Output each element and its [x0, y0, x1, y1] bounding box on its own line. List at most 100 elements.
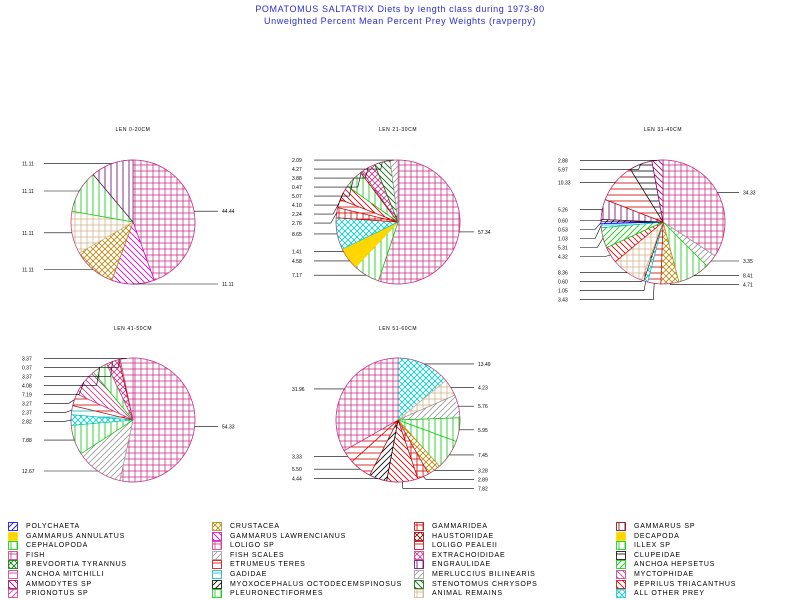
legend-swatch [414, 570, 424, 579]
slice-value-label: 54.33 [222, 425, 235, 431]
slice-value-label: 4.10 [292, 203, 302, 209]
legend-label: GAMMARIDEA [432, 523, 488, 530]
legend-swatch [8, 589, 18, 599]
legend-swatch [414, 550, 424, 560]
legend-label: ENGRAULIDAE [432, 561, 491, 569]
legend-swatch [8, 550, 18, 560]
slice-value-label: 10.33 [558, 180, 571, 186]
legend-swatch [616, 550, 626, 560]
legend-label: GADIDAE [230, 571, 268, 578]
leader-line [580, 281, 646, 292]
legend-swatch [8, 570, 18, 579]
slice-value-label: 57.34 [478, 230, 491, 236]
legend-swatch [8, 522, 18, 531]
slice-value-label: 3.28 [478, 468, 488, 474]
slice-value-label: 34.33 [743, 190, 756, 196]
pie-title: LEN 31-40CM [644, 127, 682, 133]
slice-value-label: 3.37 [22, 356, 32, 362]
legend-swatch [414, 589, 424, 599]
slice-value-label: 2.24 [292, 212, 302, 218]
legend-label: ILLEX SP [634, 542, 671, 550]
leader-line [580, 163, 642, 170]
legend-label: PRIONOTUS SP [26, 590, 89, 598]
legend-swatch [616, 560, 626, 570]
legend-label: STENOTOMUS CHRYSOPS [432, 580, 538, 588]
slice-value-label: 4.32 [558, 255, 568, 261]
slice-value-label: 5.50 [292, 467, 302, 473]
legend-label: PEPRILUS TRIACANTHUS [634, 580, 737, 588]
slice-value-label: 11.11 [22, 267, 34, 273]
slice-value-label: 5.95 [478, 428, 488, 434]
slice-value-label: 8.65 [292, 232, 302, 238]
slice-value-label: 8.36 [558, 271, 568, 277]
legend-label: CRUSTACEA [230, 523, 280, 530]
legend-swatch [8, 560, 18, 570]
legend-swatch [414, 531, 424, 541]
pie-outline [335, 159, 461, 285]
slice-value-label: 1.03 [558, 237, 568, 243]
legend-label: GAMMARUS LAWRENCIANUS [230, 532, 347, 540]
slice-value-label: 11.11 [22, 189, 34, 195]
leader-line [314, 192, 344, 206]
slice-value-label: 7.88 [22, 438, 32, 444]
pie-title: LEN 21-30CM [379, 127, 417, 133]
legend-label: MERLUCCIUS BILINEARIS [432, 571, 536, 578]
slice-value-label: 0.37 [22, 365, 32, 371]
slice-value-label: 8.41 [743, 274, 753, 280]
leader-line [580, 283, 655, 301]
slice-value-label: 5.76 [478, 404, 488, 410]
legend-swatch [8, 531, 18, 541]
slice-value-label: 11.11 [22, 231, 34, 237]
legend-swatch [414, 560, 424, 570]
legend-label: ANIMAL REMAINS [432, 590, 503, 598]
leader-line [314, 212, 337, 224]
slice-value-label: 4.23 [478, 386, 488, 392]
legend-label: BREVOORTIA TYRANNUS [26, 561, 127, 569]
legend-swatch [8, 579, 18, 589]
slice-value-label: 0.53 [558, 228, 568, 234]
slice-value-label: 7.82 [478, 486, 488, 492]
pie-title: LEN 0-20CM [116, 127, 151, 133]
leader-line [580, 280, 643, 283]
slice-value-label: 11.11 [22, 162, 34, 168]
chart-subtitle: Unweighted Percent Mean Percent Prey Wei… [264, 16, 536, 26]
legend-swatch [8, 541, 18, 551]
slice-value-label: 4.44 [292, 477, 302, 483]
leader-line [669, 283, 739, 286]
slice-value-label: 5.07 [292, 194, 302, 200]
slice-value-label: 3.43 [558, 298, 568, 304]
legend-label: PLEURONECTIFORMES [230, 590, 324, 598]
legend-swatch [212, 550, 222, 560]
leader-line [314, 178, 354, 197]
legend-swatch [212, 570, 222, 579]
leader-line [580, 254, 611, 257]
pie-outline [335, 357, 461, 483]
legend-label: FISH [26, 551, 46, 559]
legend-label: ETRUMEUS TERES [230, 561, 306, 569]
slice-value-label: 5.97 [558, 167, 568, 173]
slice-value-label: 11.11 [222, 282, 234, 288]
legend-label: EXTRACHOIDIDAE [432, 551, 506, 559]
pie-chart-4: LEN 41-50CM 54.33 3.37 0.37 3.37 4.08 7.19 3.27… [22, 326, 235, 483]
leader-line [44, 419, 72, 422]
legend-label: DECAPODA [634, 532, 680, 540]
slice-value-label: 2.37 [22, 410, 32, 416]
pie-chart-1: LEN 0-20CM 44.44 11.11 11.11 11.11 11.11 11.11 [22, 127, 235, 288]
legend-label: FISH SCALES [230, 551, 285, 559]
slice-value-label: 31.96 [292, 387, 305, 393]
slice-value-label: 2.89 [478, 477, 488, 483]
slice-value-label: 4.71 [743, 283, 753, 289]
slice-value-label: 2.76 [292, 221, 302, 227]
legend-label: MYCTOPHIDAE [634, 571, 695, 578]
slice-value-label: 2.88 [558, 158, 568, 164]
legend-swatch [212, 589, 222, 599]
leader-line [44, 381, 85, 395]
legend-swatch [616, 522, 626, 531]
legend-label: CLUPEIDAE [634, 551, 681, 559]
legend-swatch [414, 541, 424, 551]
slice-value-label: 0.60 [558, 219, 568, 225]
slice-value-label: 4.58 [292, 259, 302, 265]
legend-swatch [616, 531, 626, 541]
leader-line [44, 361, 113, 377]
leader-line [44, 367, 101, 386]
